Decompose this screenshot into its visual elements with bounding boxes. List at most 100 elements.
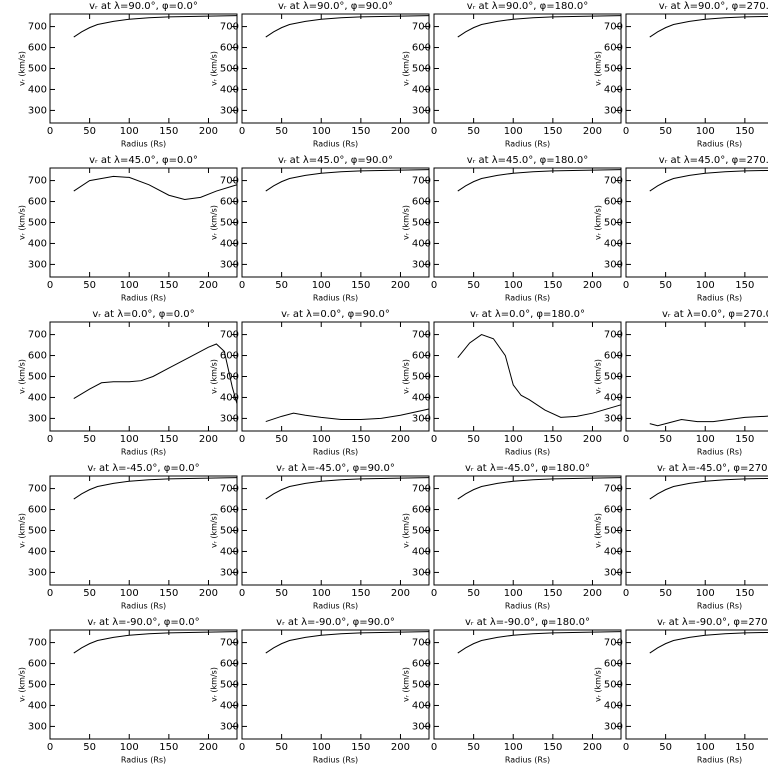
x-axis-label: Radius (Rs): [121, 140, 166, 149]
x-tick-label: 100: [120, 280, 139, 291]
x-axis-label: Radius (Rs): [121, 448, 166, 457]
y-tick-label: 300: [412, 105, 431, 116]
data-line: [73, 15, 238, 38]
x-tick-label: 0: [431, 126, 437, 137]
x-tick-label: 200: [391, 434, 410, 445]
x-tick-label: 0: [431, 588, 437, 599]
y-tick-label: 700: [220, 484, 239, 495]
panel: vᵣ at λ=-90.0°, φ=180.0° Radius (Rs) vᵣ (k…: [402, 617, 622, 765]
y-tick-label: 300: [220, 413, 239, 424]
y-tick-label: 300: [604, 567, 623, 578]
x-tick-label: 0: [47, 280, 53, 291]
x-tick-label: 50: [275, 742, 288, 753]
y-tick-label: 700: [220, 176, 239, 187]
x-axis-label: Radius (Rs): [313, 140, 358, 149]
x-tick-label: 150: [543, 742, 562, 753]
x-axis-label: Radius (Rs): [505, 140, 550, 149]
panel-title: vᵣ at λ=45.0°, φ=0.0°: [89, 155, 198, 166]
y-tick-label: 400: [412, 84, 431, 95]
y-tick-label: 700: [412, 330, 431, 341]
x-tick-label: 100: [504, 434, 523, 445]
x-axis-label: Radius (Rs): [505, 294, 550, 303]
y-tick-label: 500: [604, 680, 623, 691]
x-tick-label: 150: [735, 588, 754, 599]
panel: vᵣ at λ=90.0°, φ=270.0° Radius (Rs) vᵣ (km…: [594, 1, 768, 149]
x-tick-label: 150: [351, 280, 370, 291]
y-tick-label: 600: [604, 197, 623, 208]
x-tick-label: 0: [47, 126, 53, 137]
x-tick-label: 150: [159, 434, 178, 445]
x-axis-label: Radius (Rs): [697, 756, 742, 765]
y-tick-label: 500: [220, 372, 239, 383]
x-axis-label: Radius (Rs): [121, 756, 166, 765]
x-tick-label: 100: [696, 434, 715, 445]
y-axis-label: vᵣ (km/s): [594, 205, 603, 240]
y-tick-label: 400: [220, 238, 239, 249]
data-line: [73, 631, 238, 654]
y-tick-label: 400: [28, 84, 47, 95]
x-tick-label: 50: [83, 126, 96, 137]
panel: vᵣ at λ=90.0°, φ=180.0° Radius (Rs) vᵣ (km…: [402, 1, 622, 149]
y-tick-label: 600: [412, 659, 431, 670]
data-line: [649, 169, 768, 192]
x-tick-label: 100: [312, 588, 331, 599]
x-tick-label: 50: [275, 434, 288, 445]
y-tick-label: 300: [604, 105, 623, 116]
x-tick-label: 0: [47, 588, 53, 599]
panel: vᵣ at λ=-90.0°, φ=0.0° Radius (Rs) vᵣ (km/…: [18, 617, 238, 765]
panel: vᵣ at λ=45.0°, φ=90.0° Radius (Rs) vᵣ (km/…: [210, 155, 430, 303]
y-tick-label: 600: [28, 197, 47, 208]
y-tick-label: 600: [604, 659, 623, 670]
panel: vᵣ at λ=-90.0°, φ=90.0° Radius (Rs) vᵣ (km…: [210, 617, 430, 765]
y-tick-label: 700: [412, 22, 431, 33]
x-axis-label: Radius (Rs): [697, 294, 742, 303]
y-tick-label: 500: [220, 526, 239, 537]
x-tick-label: 0: [239, 742, 245, 753]
x-axis-label: Radius (Rs): [313, 756, 358, 765]
data-line: [265, 15, 430, 38]
y-tick-label: 300: [220, 721, 239, 732]
x-tick-label: 50: [659, 588, 672, 599]
panel: vᵣ at λ=0.0°, φ=270.0° Radius (Rs) vᵣ (km/…: [594, 309, 768, 457]
data-line: [457, 477, 622, 500]
x-tick-label: 150: [351, 434, 370, 445]
y-axis-label: vᵣ (km/s): [402, 205, 411, 240]
x-axis-label: Radius (Rs): [697, 448, 742, 457]
data-line: [73, 477, 238, 500]
y-tick-label: 400: [604, 238, 623, 249]
panel: vᵣ at λ=-90.0°, φ=270.0° Radius (Rs) vᵣ (k…: [594, 617, 768, 765]
y-tick-label: 700: [412, 176, 431, 187]
x-tick-label: 50: [467, 126, 480, 137]
x-tick-label: 200: [199, 588, 218, 599]
x-tick-label: 0: [623, 280, 629, 291]
panel-title: vᵣ at λ=0.0°, φ=0.0°: [92, 309, 194, 320]
data-line: [457, 631, 622, 654]
y-tick-label: 400: [412, 700, 431, 711]
x-tick-label: 0: [47, 742, 53, 753]
y-tick-label: 400: [28, 546, 47, 557]
x-tick-label: 0: [431, 280, 437, 291]
y-tick-label: 300: [28, 413, 47, 424]
x-tick-label: 0: [239, 280, 245, 291]
x-tick-label: 0: [623, 742, 629, 753]
y-tick-label: 700: [604, 22, 623, 33]
y-tick-label: 600: [604, 43, 623, 54]
panel-title: vᵣ at λ=45.0°, φ=270.0°: [659, 155, 768, 166]
x-tick-label: 200: [391, 280, 410, 291]
y-tick-label: 500: [412, 372, 431, 383]
panel-title: vᵣ at λ=0.0°, φ=90.0°: [281, 309, 390, 320]
y-tick-label: 700: [28, 638, 47, 649]
x-tick-label: 200: [583, 126, 602, 137]
y-tick-label: 600: [412, 505, 431, 516]
x-tick-label: 150: [735, 434, 754, 445]
y-axis-label: vᵣ (km/s): [18, 667, 27, 702]
y-tick-label: 500: [604, 64, 623, 75]
y-tick-label: 700: [220, 22, 239, 33]
y-tick-label: 600: [412, 43, 431, 54]
y-tick-label: 700: [28, 176, 47, 187]
y-axis-label: vᵣ (km/s): [210, 667, 219, 702]
panel-title: vᵣ at λ=-90.0°, φ=0.0°: [87, 617, 199, 628]
x-tick-label: 0: [623, 126, 629, 137]
y-tick-label: 500: [604, 526, 623, 537]
